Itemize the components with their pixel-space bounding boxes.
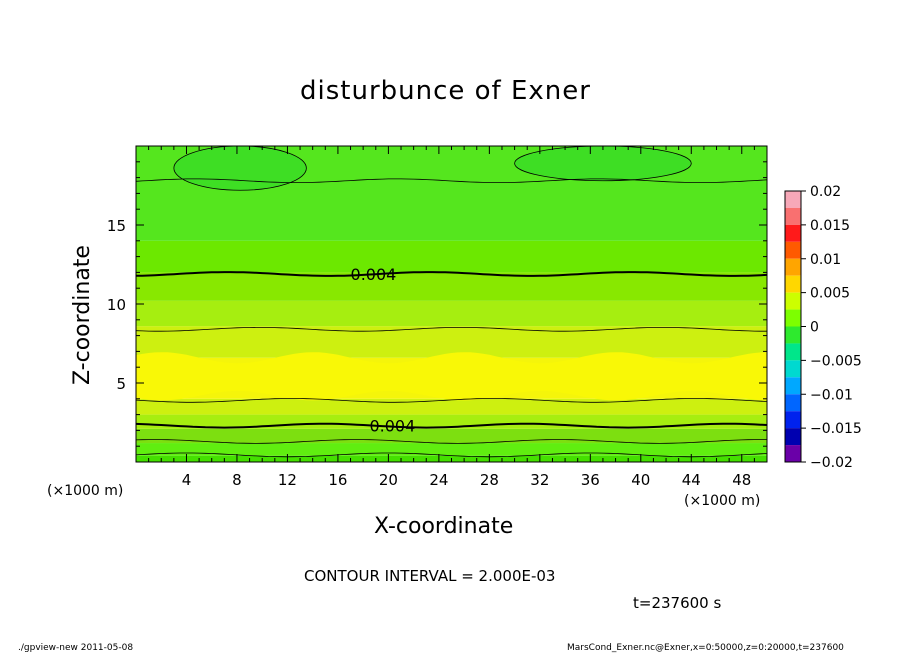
colorbar-band-12 (785, 394, 801, 412)
colorbar-tick-label: −0.01 (810, 387, 853, 403)
x-tick-label: 12 (278, 471, 297, 489)
field-band-1 (136, 443, 767, 456)
contour-label-2: 0.004 (369, 417, 415, 436)
colorbar-tick-label: 0 (810, 320, 819, 336)
field-band-7 (136, 300, 767, 327)
field-band-6 (136, 326, 767, 358)
x-tick-label: 16 (328, 471, 347, 489)
colorbar-tick-label: −0.02 (810, 455, 853, 471)
colorbar-band-3 (785, 241, 801, 259)
contour-line-3 (135, 398, 768, 403)
footer-right: MarsCond_Exner.nc@Exner,x=0:50000,z=0:20… (567, 643, 844, 653)
colorbar-band-10 (785, 360, 801, 378)
contour-line-6 (135, 178, 768, 183)
colorbar-tick-label: −0.015 (810, 421, 862, 437)
x-axis-label: X-coordinate (374, 514, 514, 539)
field-band-2 (136, 428, 767, 444)
colorbar-band-13 (785, 411, 801, 429)
y-tick-label: 15 (107, 217, 126, 235)
x-tick-label: 8 (232, 471, 242, 489)
colorbar-band-4 (785, 258, 801, 276)
x-tick-label: 36 (581, 471, 600, 489)
x-tick-label: 24 (429, 471, 448, 489)
x-tick-label: 32 (530, 471, 549, 489)
colorbar-band-15 (785, 445, 801, 462)
x-tick-label: 28 (480, 471, 499, 489)
colorbar-band-11 (785, 377, 801, 395)
colorbar-band-1 (785, 207, 801, 225)
colorbar-band-7 (785, 309, 801, 327)
contour-line-5 (135, 271, 768, 277)
colorbar-tick-label: 0.005 (810, 286, 850, 302)
contour-line-0 (135, 452, 768, 458)
colorbar-band-0 (785, 191, 801, 208)
y-tick-label: 10 (107, 296, 126, 314)
contour-interval-label: CONTOUR INTERVAL = 2.000E-03 (304, 567, 556, 585)
field-band-9 (136, 240, 767, 273)
y-axis-label: Z-coordinate (70, 245, 95, 385)
chart-title: disturbunce of Exner (300, 76, 591, 106)
colorbar: 0.02 0.015 0.01 0.005 0 −0.005 −0.01 −0.015 −0.0… (784, 184, 862, 471)
colorbar-tick-label: 0.015 (810, 218, 850, 234)
x-tick-label: 4 (182, 471, 192, 489)
colorbar-tick-label: 0.01 (810, 252, 841, 268)
colorbar-band-6 (785, 292, 801, 310)
contour-line-1 (135, 439, 767, 444)
x-tick-label: 44 (682, 471, 701, 489)
colorbar-band-9 (785, 343, 801, 361)
field-core (136, 352, 767, 401)
x-unit-label: (×1000 m) (684, 493, 761, 509)
colorbar-tick-label: 0.02 (810, 184, 841, 200)
colorbar-band-2 (785, 224, 801, 242)
colorbar-band-5 (785, 275, 801, 293)
contour-line-4 (135, 327, 767, 332)
time-label: t=237600 s (633, 594, 722, 612)
y-tick-label: 5 (116, 375, 126, 393)
field-band-4 (136, 398, 767, 415)
colorbar-band-14 (785, 428, 801, 446)
colorbar-tick-label: −0.005 (810, 353, 862, 369)
y-unit-label: (×1000 m) (47, 483, 124, 499)
contour-line-2 (135, 422, 768, 429)
contour-label-5: 0.004 (351, 265, 397, 284)
colorbar-band-8 (785, 326, 801, 344)
field-band-8 (136, 272, 767, 301)
x-tick-label: 40 (631, 471, 650, 489)
x-tick-label: 48 (732, 471, 751, 489)
x-tick-label: 20 (379, 471, 398, 489)
footer-left: ./gpview-new 2011-05-08 (18, 643, 134, 653)
contour-blob-0 (173, 145, 307, 191)
contour-blob-1 (514, 145, 692, 182)
